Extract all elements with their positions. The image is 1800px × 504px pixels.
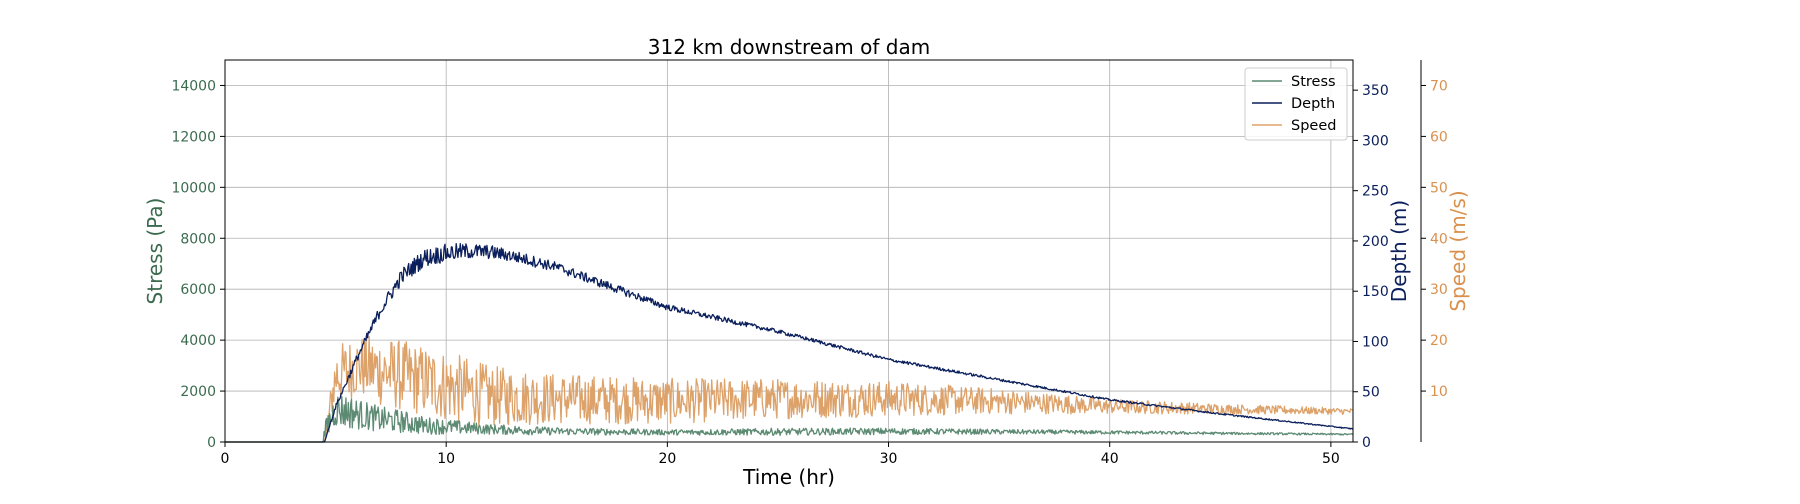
y-tick-label-depth: 350 — [1362, 83, 1389, 99]
y-tick-label-stress: 4000 — [180, 333, 216, 349]
y-tick-label-depth: 0 — [1362, 435, 1371, 451]
y-tick-label-stress: 2000 — [180, 384, 216, 400]
y-tick-label-depth: 150 — [1362, 284, 1389, 300]
y-tick-label-depth: 50 — [1362, 385, 1380, 401]
y-tick-label-depth: 250 — [1362, 184, 1389, 200]
x-tick-label: 20 — [658, 451, 676, 467]
y-tick-label-speed: 20 — [1430, 333, 1448, 349]
plot-frame — [224, 59, 1354, 443]
series-line-depth — [225, 243, 1354, 443]
y-tick-label-speed: 10 — [1430, 384, 1448, 400]
x-tick-label: 30 — [880, 451, 898, 467]
legend-box — [1244, 67, 1348, 141]
x-tick-label: 0 — [221, 451, 230, 467]
y-tick-label-stress: 6000 — [180, 282, 216, 298]
x-tick-label: 50 — [1322, 451, 1340, 467]
y-tick-label-stress: 14000 — [171, 78, 216, 94]
y-axis-label-depth: Depth (m) — [1387, 200, 1411, 302]
legend-label-speed: Speed — [1291, 118, 1336, 134]
series-line-speed — [225, 335, 1354, 443]
y-axis-label-stress: Stress (Pa) — [143, 198, 167, 305]
x-tick-label: 40 — [1101, 451, 1119, 467]
y-tick-label-speed: 40 — [1430, 231, 1448, 247]
y-tick-label-speed: 50 — [1430, 180, 1448, 196]
series-line-stress — [225, 395, 1354, 443]
y-tick-label-depth: 200 — [1362, 234, 1389, 250]
y-tick-label-stress: 0 — [207, 435, 216, 451]
y-axis-label-speed: Speed (m/s) — [1446, 190, 1470, 311]
series-layer — [225, 243, 1354, 443]
y-tick-label-speed: 70 — [1430, 78, 1448, 94]
x-tick-label: 10 — [437, 451, 455, 467]
chart-title: 312 km downstream of dam — [648, 35, 930, 59]
legend-label-stress: Stress — [1291, 74, 1336, 90]
legend: Stress Depth Speed — [1244, 67, 1348, 141]
y-tick-label-depth: 100 — [1362, 334, 1389, 350]
y-tick-label-stress: 10000 — [171, 180, 216, 196]
grid — [224, 60, 1353, 442]
y-tick-label-stress: 12000 — [171, 129, 216, 145]
legend-label-depth: Depth — [1291, 96, 1335, 112]
y-tick-label-speed: 60 — [1430, 129, 1448, 145]
y-tick-label-speed: 30 — [1430, 282, 1448, 298]
y-tick-label-depth: 300 — [1362, 133, 1389, 149]
x-axis-label: Time (hr) — [742, 465, 835, 489]
y-tick-label-stress: 8000 — [180, 231, 216, 247]
